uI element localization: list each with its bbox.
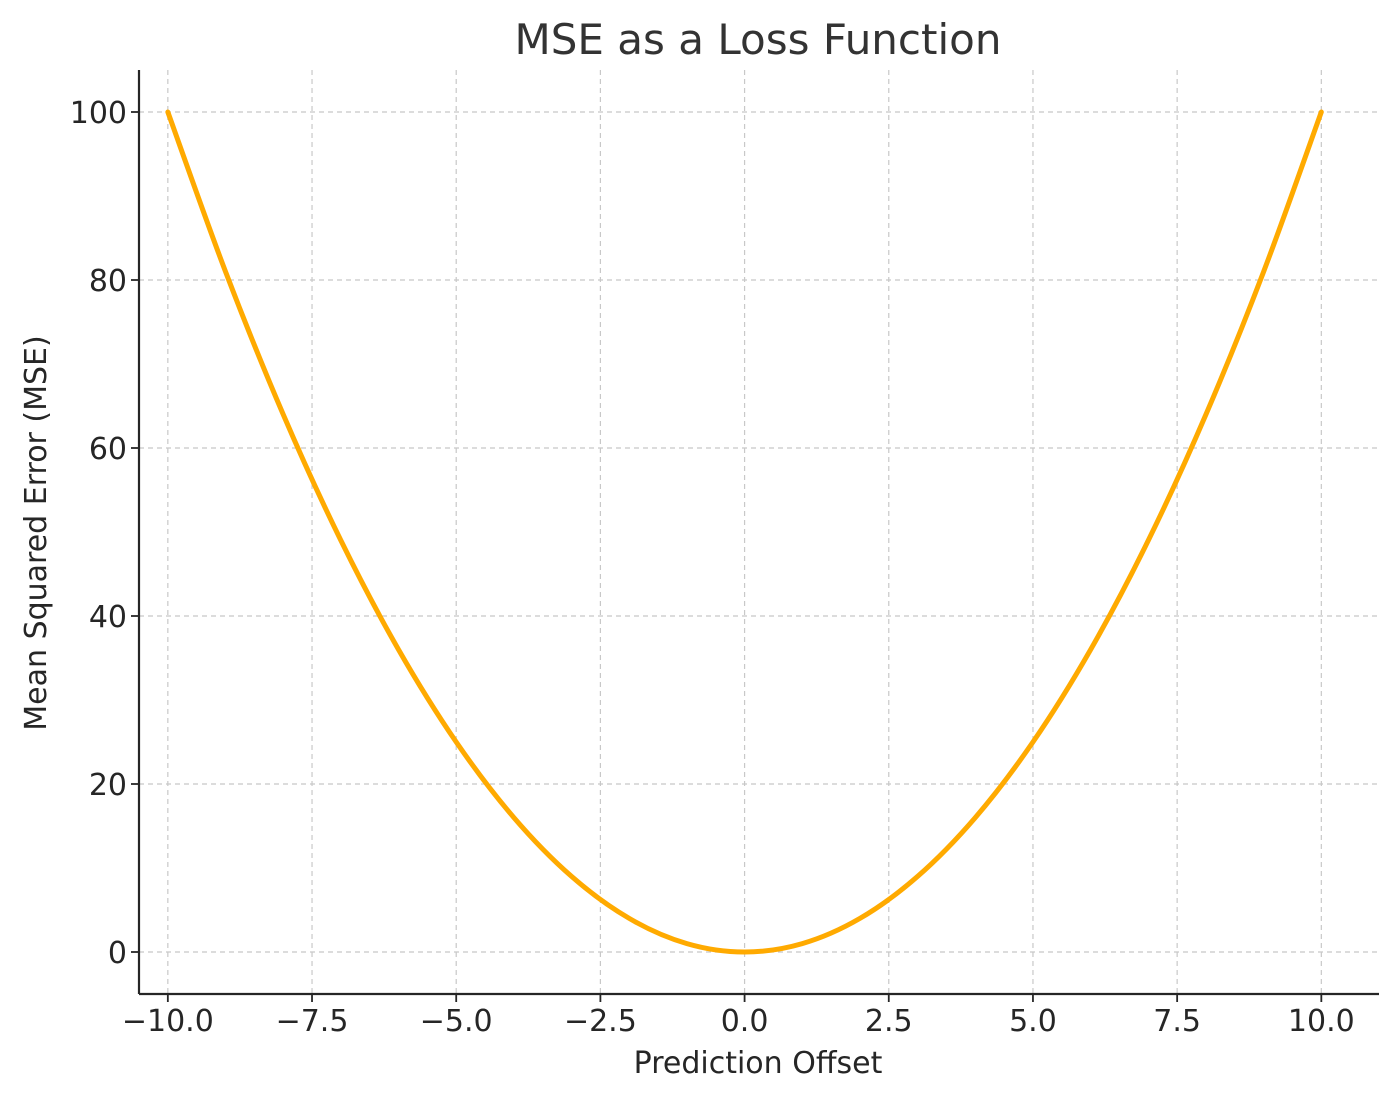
x-tick-label: −2.5 — [564, 1004, 637, 1039]
ticks: −10.0 −7.5 −5.0 −2.5 0.0 2.5 5.0 7.5 10.0 0 20 40 60… — [70, 96, 1355, 1039]
x-tick-label: 2.5 — [865, 1004, 913, 1039]
y-tick-label: 100 — [70, 96, 127, 131]
x-tick-label: 7.5 — [1153, 1004, 1201, 1039]
grid — [139, 70, 1379, 994]
series-layer — [165, 109, 1324, 955]
chart-title: MSE as a Loss Function — [515, 15, 1002, 64]
mse-series-line — [165, 109, 1324, 955]
x-tick-label: −10.0 — [122, 1004, 214, 1039]
axes — [137, 70, 1379, 996]
x-tick-label: 10.0 — [1288, 1004, 1355, 1039]
y-tick-label: 40 — [89, 600, 127, 635]
y-tick-label: 60 — [89, 432, 127, 467]
x-tick-label: 5.0 — [1009, 1004, 1057, 1039]
y-tick-label: 80 — [89, 264, 127, 299]
x-tick-label: −7.5 — [276, 1004, 349, 1039]
x-tick-label: 0.0 — [721, 1004, 769, 1039]
y-tick-label: 20 — [89, 768, 127, 803]
x-axis-title: Prediction Offset — [634, 1046, 883, 1081]
y-axis-title: Mean Squared Error (MSE) — [19, 335, 54, 730]
y-tick-label: 0 — [108, 936, 127, 971]
x-tick-label: −5.0 — [420, 1004, 493, 1039]
